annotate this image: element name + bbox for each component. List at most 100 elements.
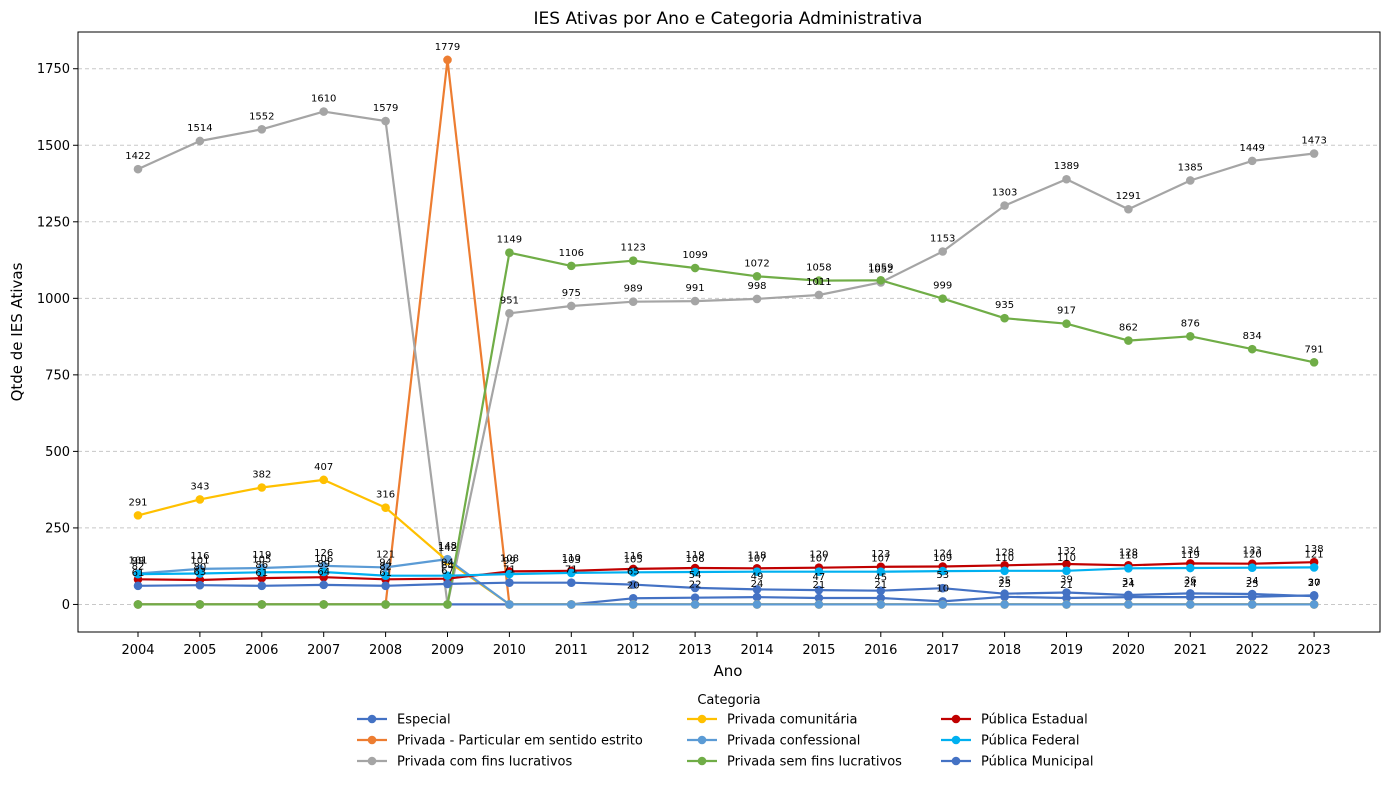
data-label: 110 — [995, 553, 1014, 564]
data-point — [1062, 319, 1071, 329]
data-label: 1473 — [1301, 136, 1326, 147]
data-label: 45 — [874, 573, 887, 584]
data-point — [195, 495, 205, 504]
data-point — [752, 592, 762, 602]
data-point — [505, 578, 514, 588]
data-label: 107 — [871, 554, 890, 565]
legend-marker — [367, 756, 377, 766]
legend-marker — [951, 714, 961, 724]
series-line — [137, 561, 1315, 582]
data-label: 1552 — [249, 111, 274, 122]
data-label: 49 — [751, 571, 764, 582]
x-tick-label: 2012 — [617, 643, 650, 658]
data-point — [567, 301, 576, 311]
data-point — [443, 571, 452, 580]
data-point — [814, 567, 824, 576]
data-point — [1062, 566, 1071, 576]
data-label: 24 — [751, 579, 764, 590]
data-label: 382 — [252, 470, 271, 481]
x-axis: 2004 2005 2006 2007 2008 2009 2010 2011 2012 2013… — [121, 632, 1331, 658]
data-label: 120 — [809, 550, 828, 561]
x-tick-label: 2014 — [740, 643, 773, 658]
data-label: 118 — [747, 550, 766, 561]
data-label: 142 — [438, 543, 457, 554]
x-tick-label: 2007 — [307, 643, 340, 658]
data-label: 1779 — [435, 42, 460, 53]
legend-label: Pública Estadual — [981, 713, 1088, 728]
legend-marker — [367, 714, 377, 724]
data-label: 1291 — [1116, 191, 1141, 202]
legend-marker — [697, 714, 707, 724]
data-label: 67 — [441, 566, 454, 577]
data-label: 103 — [562, 555, 581, 566]
data-label: 61 — [379, 568, 392, 579]
data-label: 116 — [624, 551, 643, 562]
data-point — [1247, 563, 1257, 573]
data-point — [1247, 156, 1257, 166]
data-point — [133, 511, 143, 520]
data-point — [1247, 589, 1257, 599]
data-point — [814, 585, 824, 595]
x-tick-label: 2020 — [1112, 643, 1145, 658]
data-label: 105 — [252, 554, 271, 565]
data-label: 101 — [128, 556, 147, 567]
data-label: 951 — [500, 295, 519, 306]
data-point — [195, 600, 205, 609]
data-point — [195, 569, 205, 578]
data-label: 1610 — [311, 94, 336, 105]
x-tick-label: 2008 — [369, 643, 402, 658]
data-label: 105 — [624, 554, 643, 565]
data-point — [1186, 331, 1195, 341]
data-point — [938, 600, 947, 609]
data-label: 71 — [503, 565, 516, 576]
legend-label: Privada confessional — [727, 734, 860, 749]
data-label: 999 — [933, 281, 952, 292]
data-label: 1422 — [125, 151, 150, 162]
x-tick-label: 2006 — [245, 643, 278, 658]
data-label: 65 — [627, 567, 640, 578]
data-point — [133, 569, 143, 579]
data-label: 121 — [1305, 549, 1324, 560]
x-tick-label: 2018 — [988, 643, 1021, 658]
data-label: 1153 — [930, 233, 955, 244]
legend-marker — [951, 735, 961, 745]
data-label: 876 — [1181, 318, 1200, 329]
data-label: 84 — [441, 561, 454, 572]
data-label: 1099 — [682, 250, 707, 261]
y-tick-label: 1750 — [37, 62, 70, 77]
data-label: 30 — [1308, 577, 1321, 588]
data-point — [1309, 591, 1319, 601]
legend-label: Especial — [397, 713, 451, 728]
legend-label: Privada sem fins lucrativos — [727, 755, 902, 770]
data-point — [1124, 600, 1133, 609]
data-point — [505, 600, 514, 609]
data-label: 99 — [132, 556, 145, 567]
data-point — [443, 554, 452, 564]
x-axis-title: Ano — [714, 662, 743, 680]
data-label: 47 — [813, 572, 826, 583]
data-point — [257, 125, 267, 134]
data-label: 126 — [314, 548, 333, 559]
data-point — [195, 136, 205, 146]
data-point — [690, 600, 700, 609]
data-label: 20 — [627, 580, 640, 591]
data-label: 862 — [1119, 323, 1138, 334]
data-label: 118 — [1119, 550, 1138, 561]
data-point — [505, 309, 514, 318]
data-label: 108 — [500, 553, 519, 564]
data-label: 86 — [255, 560, 268, 571]
data-point — [876, 586, 886, 595]
data-point — [876, 275, 886, 285]
data-point — [1124, 564, 1133, 573]
data-point — [567, 578, 576, 588]
legend-marker — [951, 756, 961, 766]
data-point — [628, 256, 638, 265]
legend-marker — [697, 735, 707, 745]
data-point — [381, 600, 390, 609]
data-label: 1389 — [1054, 161, 1079, 172]
data-label: 316 — [376, 490, 395, 501]
x-tick-label: 2011 — [555, 643, 588, 658]
data-label: 21 — [813, 580, 826, 591]
data-point — [1186, 563, 1195, 573]
data-label: 1106 — [559, 248, 584, 259]
